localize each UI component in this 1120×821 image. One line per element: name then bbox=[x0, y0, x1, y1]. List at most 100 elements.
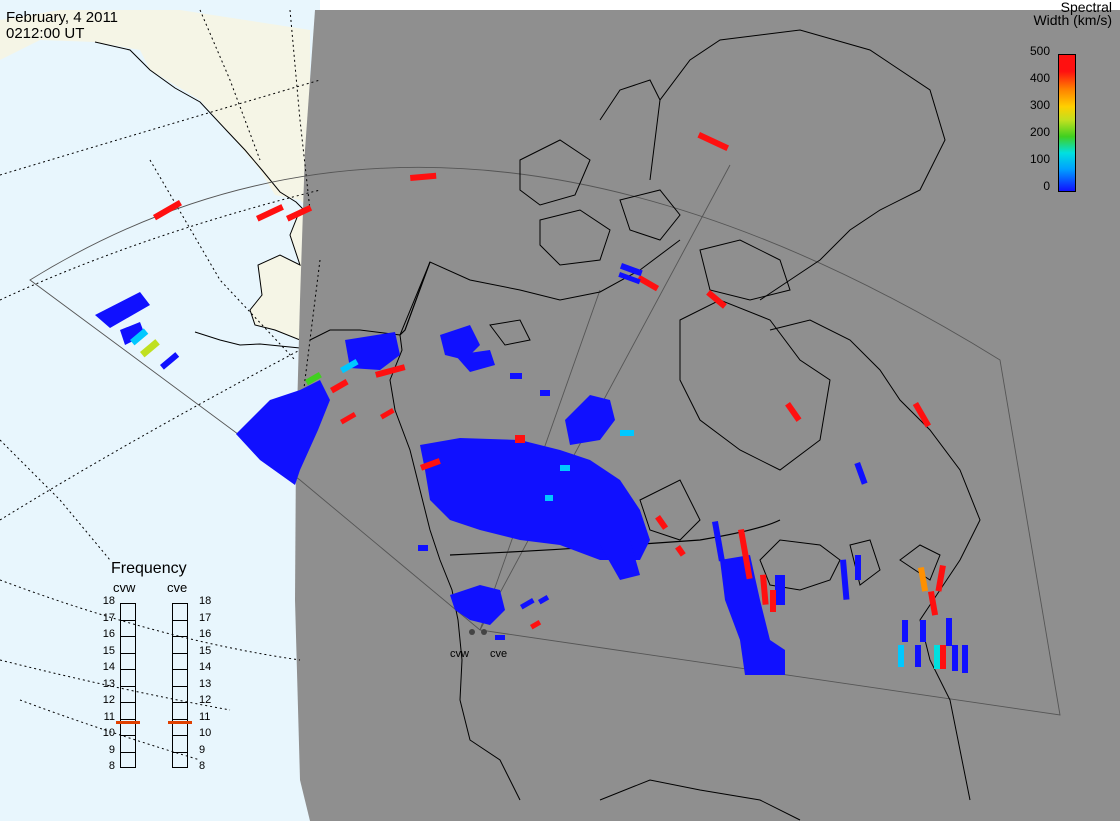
frequency-tick-label: 11 bbox=[103, 710, 115, 723]
echo-cell bbox=[339, 359, 359, 374]
frequency-tick-label: 8 bbox=[199, 760, 206, 772]
echo-cell bbox=[339, 412, 357, 425]
echo-cell bbox=[380, 407, 395, 420]
echo-cell bbox=[565, 395, 615, 445]
echo-cell bbox=[560, 465, 570, 471]
coastlines bbox=[309, 29, 981, 821]
aleutian-line bbox=[194, 331, 301, 349]
frequency-tick-label: 15 bbox=[199, 644, 212, 657]
echo-cell bbox=[898, 645, 904, 667]
frequency-tick-label: 9 bbox=[108, 743, 115, 756]
frequency-gridline bbox=[172, 619, 188, 621]
radar-label-cvw: cvw bbox=[450, 648, 469, 660]
colorbar-tick-label: 100 bbox=[1029, 152, 1050, 166]
echo-cell bbox=[655, 514, 669, 530]
time-label: 0212:00 UT bbox=[6, 25, 85, 42]
frequency-gridline bbox=[120, 669, 136, 670]
echo-cell bbox=[720, 555, 785, 675]
echo-cell bbox=[775, 575, 785, 605]
echo-cell bbox=[940, 645, 946, 669]
echo-cell bbox=[912, 402, 931, 428]
frequency-gridline bbox=[120, 636, 136, 637]
frequency-gridline bbox=[172, 685, 188, 687]
frequency-tick-label: 16 bbox=[199, 628, 212, 640]
frequency-tick-label: 18 bbox=[199, 595, 212, 607]
echo-cell bbox=[675, 545, 686, 557]
frequency-title: Frequency bbox=[111, 560, 187, 577]
frequency-gridline bbox=[172, 652, 188, 654]
echo-cell bbox=[510, 373, 522, 379]
frequency-gridline bbox=[120, 652, 136, 654]
echo-cell bbox=[286, 205, 313, 222]
radar-site-cvw bbox=[469, 629, 475, 635]
frequency-gridline bbox=[120, 735, 136, 736]
echo-cell bbox=[706, 289, 727, 309]
frequency-gridline bbox=[120, 685, 136, 687]
echo-cell bbox=[329, 379, 349, 394]
radar-sites: cvw cve bbox=[450, 629, 507, 660]
echo-cell bbox=[855, 555, 861, 580]
echo-cell bbox=[420, 438, 650, 560]
echo-cell bbox=[918, 566, 929, 592]
echo-cell bbox=[345, 332, 400, 370]
echo-cell bbox=[140, 339, 160, 358]
frequency-tick-label: 10 bbox=[199, 727, 212, 739]
echo-cell bbox=[839, 559, 850, 600]
frequency-tick-label: 15 bbox=[102, 644, 115, 657]
frequency-tick-label: 13 bbox=[102, 677, 115, 690]
frequency-tick-label: 8 bbox=[108, 760, 115, 772]
echo-cell bbox=[915, 645, 921, 667]
echo-cell bbox=[236, 380, 330, 485]
radar-site-cve bbox=[481, 629, 487, 635]
echo-cell bbox=[304, 372, 322, 386]
echo-cell bbox=[618, 272, 641, 285]
echo-cell bbox=[153, 200, 182, 221]
echo-cell bbox=[600, 540, 640, 580]
frequency-gridline bbox=[172, 751, 188, 753]
echo-cell bbox=[159, 352, 180, 370]
frequency-gridline bbox=[172, 702, 188, 703]
echo-cell bbox=[455, 350, 495, 372]
frequency-tick-label: 11 bbox=[199, 710, 211, 723]
scatter-cells bbox=[95, 131, 968, 675]
echo-cell bbox=[520, 598, 535, 610]
coastline-siberia bbox=[94, 41, 307, 213]
frequency-col-cve: cve bbox=[167, 580, 188, 595]
frequency-col-cvw: cvw bbox=[113, 580, 136, 595]
frequency-marker bbox=[168, 720, 192, 724]
frequency-tick-label: 14 bbox=[102, 661, 115, 673]
colorbar-tick-label: 200 bbox=[1029, 125, 1050, 139]
echo-cell bbox=[946, 618, 952, 646]
frequency-gridline bbox=[172, 669, 188, 670]
radar-label-cve: cve bbox=[490, 648, 507, 660]
siberia-land bbox=[0, 10, 310, 210]
echo-cell bbox=[952, 645, 958, 671]
frequency-gridline bbox=[172, 735, 188, 736]
echo-cell bbox=[418, 545, 428, 551]
colorbar-title-line1: Spectral bbox=[1060, 0, 1112, 15]
echo-cell bbox=[962, 645, 968, 673]
echo-cell bbox=[540, 390, 550, 396]
echo-cell bbox=[495, 635, 505, 640]
frequency-tick-label: 14 bbox=[199, 661, 212, 673]
frequency-tick-label: 18 bbox=[102, 595, 115, 607]
echo-cell bbox=[619, 262, 643, 277]
frequency-marker bbox=[116, 720, 140, 724]
frequency-tick-label: 12 bbox=[199, 694, 212, 706]
echo-cell bbox=[130, 328, 149, 346]
frequency-tick-label: 16 bbox=[102, 628, 115, 640]
echo-cell bbox=[95, 292, 150, 328]
frequency-tick-label: 9 bbox=[199, 743, 206, 756]
echo-cell bbox=[928, 590, 939, 616]
echo-cell bbox=[120, 322, 145, 345]
echo-cell bbox=[738, 528, 753, 580]
echo-cell bbox=[375, 364, 406, 378]
echo-cell bbox=[697, 131, 730, 151]
echo-cell bbox=[537, 595, 550, 605]
colorbar bbox=[1058, 54, 1076, 192]
echo-cell bbox=[637, 275, 660, 292]
echo-cell bbox=[712, 520, 725, 562]
echo-cell bbox=[935, 564, 946, 592]
date-label: February, 4 2011 bbox=[6, 9, 119, 26]
